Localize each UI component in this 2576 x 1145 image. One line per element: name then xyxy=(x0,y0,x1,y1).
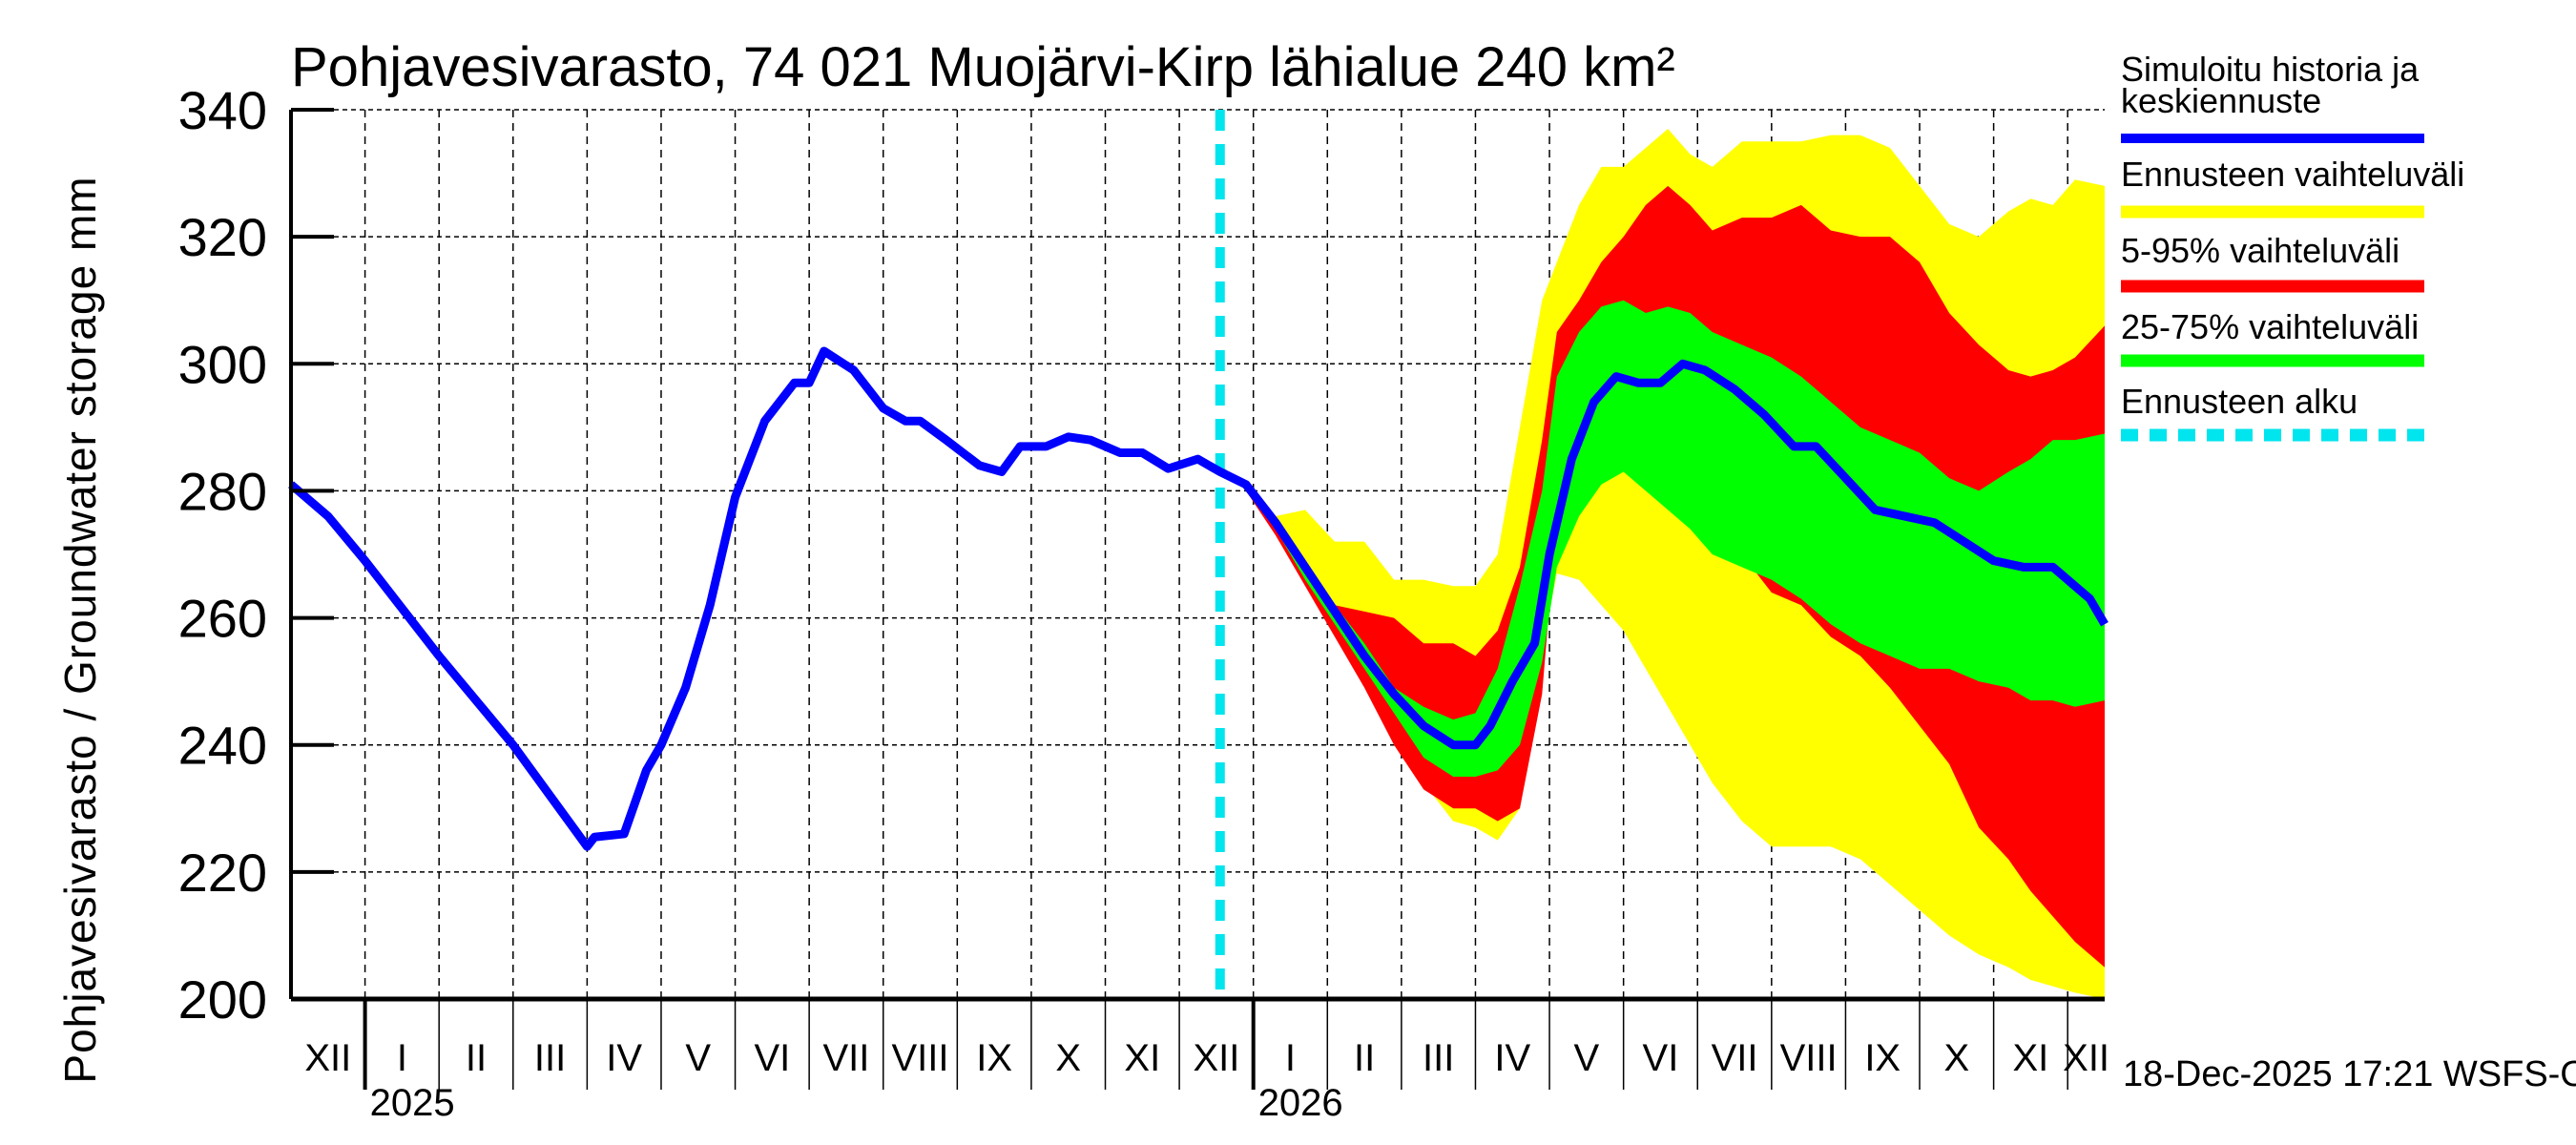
chart-title: Pohjavesivarasto, 74 021 Muojärvi-Kirp l… xyxy=(291,36,1675,98)
legend-label: Simuloitu historia ja xyxy=(2121,50,2420,89)
timestamp-footer: 18-Dec-2025 17:21 WSFS-O xyxy=(2123,1054,2576,1094)
y-tick-label: 220 xyxy=(178,843,267,903)
mean-forecast-line xyxy=(288,346,2109,851)
band-5-95-vaihteluv-li xyxy=(1219,185,2105,968)
month-label: VIII xyxy=(1780,1037,1838,1079)
y-tick-label: 240 xyxy=(178,716,267,776)
month-label: III xyxy=(534,1037,566,1079)
series-lines xyxy=(288,110,2109,999)
y-tick-label: 340 xyxy=(178,80,267,140)
month-label: IX xyxy=(1864,1037,1901,1079)
y-tick-label: 280 xyxy=(178,461,267,521)
month-label: II xyxy=(466,1037,487,1079)
month-label: VI xyxy=(754,1037,790,1079)
year-label: 2025 xyxy=(370,1082,455,1124)
forecast-bands xyxy=(1219,128,2105,999)
y-tick-label: 300 xyxy=(178,334,267,394)
month-label: VI xyxy=(1643,1037,1679,1079)
month-label: V xyxy=(685,1037,711,1079)
month-label: V xyxy=(1574,1037,1600,1079)
y-tick-label: 200 xyxy=(178,969,267,1030)
month-label: II xyxy=(1354,1037,1375,1079)
month-label: XII xyxy=(304,1037,351,1079)
legend-label: keskiennuste xyxy=(2121,81,2321,120)
legend-label: 5-95% vaihteluväli xyxy=(2121,231,2399,270)
month-label: IV xyxy=(1494,1037,1530,1079)
month-label: IX xyxy=(976,1037,1012,1079)
month-label: X xyxy=(1055,1037,1081,1079)
y-tick-label: 320 xyxy=(178,207,267,267)
legend-label: Ennusteen alku xyxy=(2121,382,2358,421)
month-label: VII xyxy=(822,1037,869,1079)
month-label: VII xyxy=(1712,1037,1758,1079)
month-label: III xyxy=(1423,1037,1454,1079)
legend-label: Ennusteen vaihteluväli xyxy=(2121,155,2464,194)
y-tick-label: 260 xyxy=(178,589,267,649)
legend-label: 25-75% vaihteluväli xyxy=(2121,307,2419,346)
month-label: XII xyxy=(1193,1037,1239,1079)
month-label: IV xyxy=(606,1037,642,1079)
month-label: I xyxy=(397,1037,407,1079)
y-axis-label: Pohjavesivarasto / Groundwater storage m… xyxy=(55,176,105,1083)
month-label: XI xyxy=(1124,1037,1160,1079)
month-label: I xyxy=(1285,1037,1296,1079)
year-label: 2026 xyxy=(1258,1082,1343,1124)
band-25-75-vaihteluv-li xyxy=(1219,300,2105,777)
month-label: XII xyxy=(2063,1037,2109,1079)
month-label: XI xyxy=(2013,1037,2049,1079)
month-label: X xyxy=(1943,1037,1969,1079)
month-label: VIII xyxy=(892,1037,949,1079)
